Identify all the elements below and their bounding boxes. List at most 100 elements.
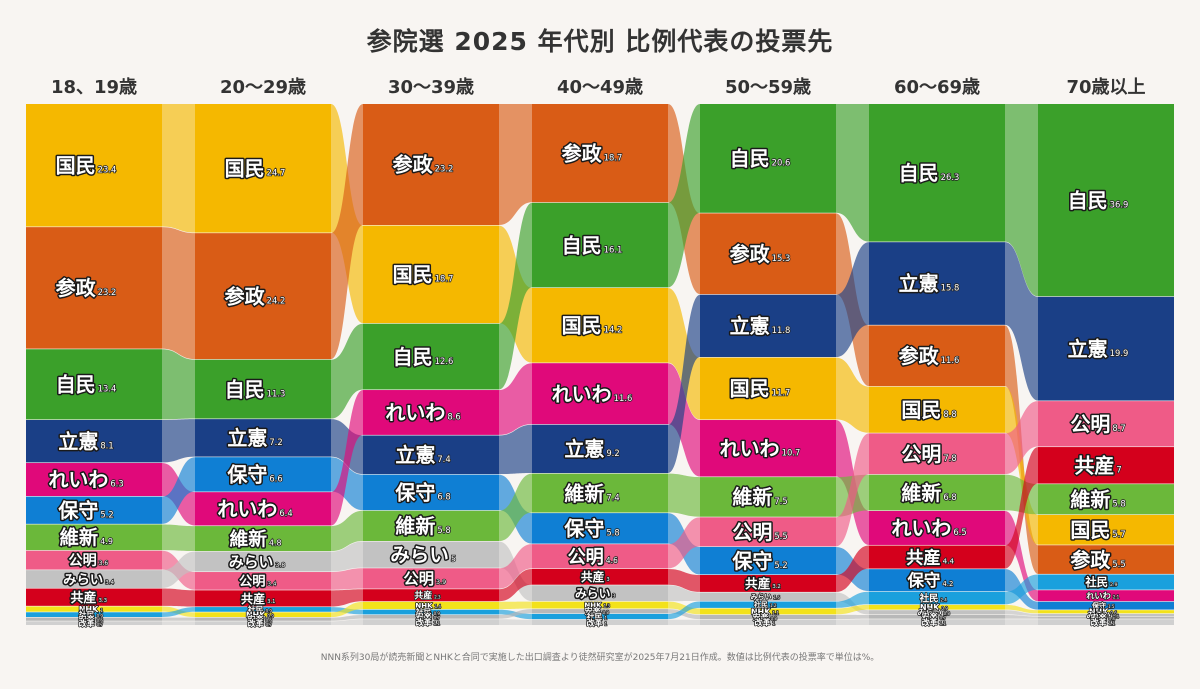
flow-みらい (668, 585, 700, 602)
bar-segment (869, 242, 1005, 325)
segment-label: 公明 5.5 (732, 520, 787, 544)
bar-segment (26, 621, 162, 625)
segment-label: NHK 1.4 (415, 602, 441, 610)
flow-共産 (1005, 447, 1038, 569)
bar-segment (700, 575, 836, 592)
segment-label: 立憲 19.9 (1068, 337, 1129, 361)
segment-label: 安楽 0.8 (753, 612, 778, 622)
flow-自民 (836, 104, 869, 242)
bar-segment (26, 496, 162, 524)
flow-国民 (836, 357, 869, 433)
bar-segment (532, 424, 668, 474)
segment-label: れいわ 6.4 (217, 497, 292, 521)
flow-安楽 (836, 614, 869, 620)
segment-label: 参政 5.5 (1070, 548, 1125, 572)
segment-label: 維新 4.9 (60, 526, 113, 549)
flow-改革 (1005, 619, 1038, 625)
bar-segment (1038, 613, 1174, 616)
flows-layer (162, 104, 1038, 625)
flow-立憲 (1005, 242, 1038, 401)
bar-segment (869, 614, 1005, 619)
bar-segment (26, 612, 162, 617)
flow-共産 (162, 588, 195, 607)
bar-segment (1038, 590, 1174, 602)
bar-segment (700, 104, 836, 213)
segment-label: 自民 12.6 (393, 345, 454, 369)
bar-segment (1038, 484, 1174, 515)
bar-segment (869, 610, 1005, 615)
bar-segment (700, 420, 836, 477)
bars-layer (26, 104, 1174, 625)
bar-segment (700, 546, 836, 575)
segment-label: 社民 0.9 (247, 604, 273, 614)
flow-自民 (499, 202, 532, 390)
flow-NHK (836, 604, 869, 615)
bar-segment (195, 551, 331, 572)
segment-label: 安楽 0.8 (585, 606, 610, 616)
bar-segment (26, 227, 162, 349)
segment-label: 維新 6.8 (901, 481, 956, 505)
segment-label: 改革 1.1 (416, 617, 441, 627)
bar-segment (195, 457, 331, 492)
segment-label: 共産 3 (581, 570, 610, 584)
segment-label: れいわ 6.3 (48, 468, 123, 492)
bar-segment (869, 510, 1005, 545)
flow-公明 (836, 433, 869, 547)
flow-自民 (668, 104, 700, 288)
segment-label: 参政 23.2 (393, 153, 454, 177)
segment-label: 共産 4.4 (906, 547, 954, 568)
flow-自民 (1005, 104, 1038, 297)
segment-label: れいわ 6.5 (891, 516, 966, 540)
column-labels: 18、19歳 20〜29歳 30〜39歳 40〜49歳 50〜59歳 60〜69歳 70歳以… (51, 77, 1146, 98)
segment-label: 維新 5.8 (1070, 487, 1125, 511)
bar-segment (532, 585, 668, 602)
flow-共産 (668, 568, 700, 592)
bar-segment (363, 568, 499, 589)
bar-segment (26, 463, 162, 497)
bar-segment (363, 601, 499, 610)
segment-label: 保守 5.8 (563, 517, 619, 541)
flow-社民 (668, 601, 700, 620)
bar-segment (195, 526, 331, 552)
flow-安楽 (499, 609, 532, 619)
bar-segment (532, 609, 668, 614)
bar-segment (195, 104, 331, 233)
segment-label: 自民 16.1 (562, 233, 623, 257)
bar-segment (363, 619, 499, 625)
bar-segment (1038, 545, 1174, 574)
flow-共産 (499, 568, 532, 602)
segment-label: 安楽 0.4 (1091, 613, 1116, 623)
segment-label: 公明 8.7 (1070, 412, 1125, 436)
bar-segment (532, 601, 668, 609)
segment-label: 立憲 7.4 (395, 443, 450, 467)
segment-label: 共産 3.1 (241, 591, 275, 606)
bar-segment (26, 524, 162, 551)
bar-segment (700, 614, 836, 620)
bar-segment (700, 592, 836, 601)
bar-segment (1038, 514, 1174, 545)
segment-label: 安楽 0.7 (416, 612, 441, 622)
flow-改革 (499, 619, 532, 625)
segment-label: れいわ 11.6 (552, 382, 633, 406)
segment-label: みらい 5 (390, 544, 456, 567)
segment-label: 保守 5.2 (731, 549, 787, 573)
flow-NHK (1005, 604, 1038, 614)
bar-segment (700, 477, 836, 517)
segment-label: みらい 3.4 (63, 572, 114, 588)
segment-label: NHK 0.9 (920, 603, 948, 612)
segment-label: 公明 7.8 (901, 442, 956, 466)
segment-label: 国民 18.7 (393, 263, 454, 287)
bar-segment (195, 621, 331, 625)
bar-segment (1038, 574, 1174, 590)
bar-segment (363, 474, 499, 511)
segment-label: 改革 0.7 (79, 618, 104, 628)
segment-label: 自民 11.3 (225, 377, 286, 401)
bar-segment (700, 601, 836, 608)
bar-segment (869, 591, 1005, 605)
flow-公明 (499, 544, 532, 589)
bar-segment (1038, 601, 1174, 610)
segment-label: 自民 26.3 (899, 161, 960, 185)
bar-segment (532, 544, 668, 569)
bar-segment (26, 606, 162, 612)
